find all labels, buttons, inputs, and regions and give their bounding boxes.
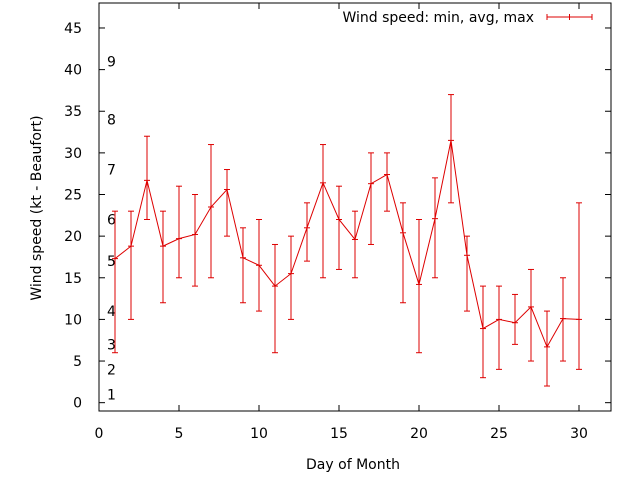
error-bar	[208, 144, 214, 279]
x-tick-label: 20	[410, 426, 428, 442]
avg-line	[114, 140, 580, 349]
error-bar	[128, 210, 134, 320]
beaufort-label: 6	[107, 212, 116, 228]
error-bar	[352, 210, 358, 279]
legend-label: Wind speed: min, avg, max	[342, 10, 534, 26]
beaufort-label: 8	[107, 113, 116, 129]
axes	[98, 2, 612, 412]
y-tick-label: 30	[64, 146, 82, 162]
error-bar	[496, 285, 502, 370]
beaufort-label: 4	[107, 304, 116, 320]
series-layer	[112, 94, 582, 387]
y-tick-label: 15	[64, 271, 82, 287]
x-tick-label: 10	[250, 426, 268, 442]
beaufort-label: 9	[107, 54, 116, 70]
error-bar	[112, 210, 118, 354]
error-bar	[528, 268, 534, 362]
x-tick-label: 5	[175, 426, 184, 442]
y-axis-label: Wind speed (kt - Beaufort)	[29, 115, 45, 300]
error-bar	[544, 310, 550, 387]
legend: Wind speed: min, avg, max	[342, 10, 593, 26]
beaufort-label: 2	[107, 362, 116, 378]
beaufort-label: 3	[107, 337, 116, 353]
beaufort-label: 1	[107, 387, 116, 403]
beaufort-label: 7	[107, 163, 116, 179]
error-bar	[288, 235, 294, 320]
error-bar	[304, 202, 310, 262]
x-tick-label: 0	[95, 426, 104, 442]
error-bar	[336, 185, 342, 270]
y-tick-label: 40	[64, 63, 82, 79]
error-bar	[432, 177, 438, 279]
x-tick-label: 30	[570, 426, 588, 442]
x-tick-label: 25	[490, 426, 508, 442]
error-bar	[176, 185, 182, 279]
error-bar	[272, 243, 278, 354]
beaufort-label: 5	[107, 254, 116, 270]
error-bar	[448, 94, 454, 204]
y-tick-label: 0	[73, 396, 82, 412]
error-bar	[240, 227, 246, 304]
error-bar	[160, 210, 166, 304]
error-bar	[464, 235, 470, 312]
y-tick-label: 20	[64, 229, 82, 245]
x-tick-label: 15	[330, 426, 348, 442]
x-axis-label: Day of Month	[306, 457, 400, 473]
plot-frame	[98, 2, 612, 412]
y-tick-label: 10	[64, 312, 82, 328]
y-tick-label: 25	[64, 188, 82, 204]
beaufort-scale: 1 2 3 4 5 6 7 8 9	[107, 54, 116, 403]
error-bar	[320, 144, 326, 279]
error-bar	[576, 202, 582, 370]
error-bar	[192, 194, 198, 287]
error-bar	[480, 285, 486, 379]
error-bar	[400, 202, 406, 304]
error-bar	[368, 152, 374, 245]
error-bar	[144, 135, 150, 220]
error-bar	[512, 293, 518, 345]
y-tick-label: 45	[64, 21, 82, 37]
error-bar	[224, 169, 230, 237]
y-tick-label: 5	[73, 354, 82, 370]
error-bar	[384, 152, 390, 212]
y-tick-label: 35	[64, 104, 82, 120]
